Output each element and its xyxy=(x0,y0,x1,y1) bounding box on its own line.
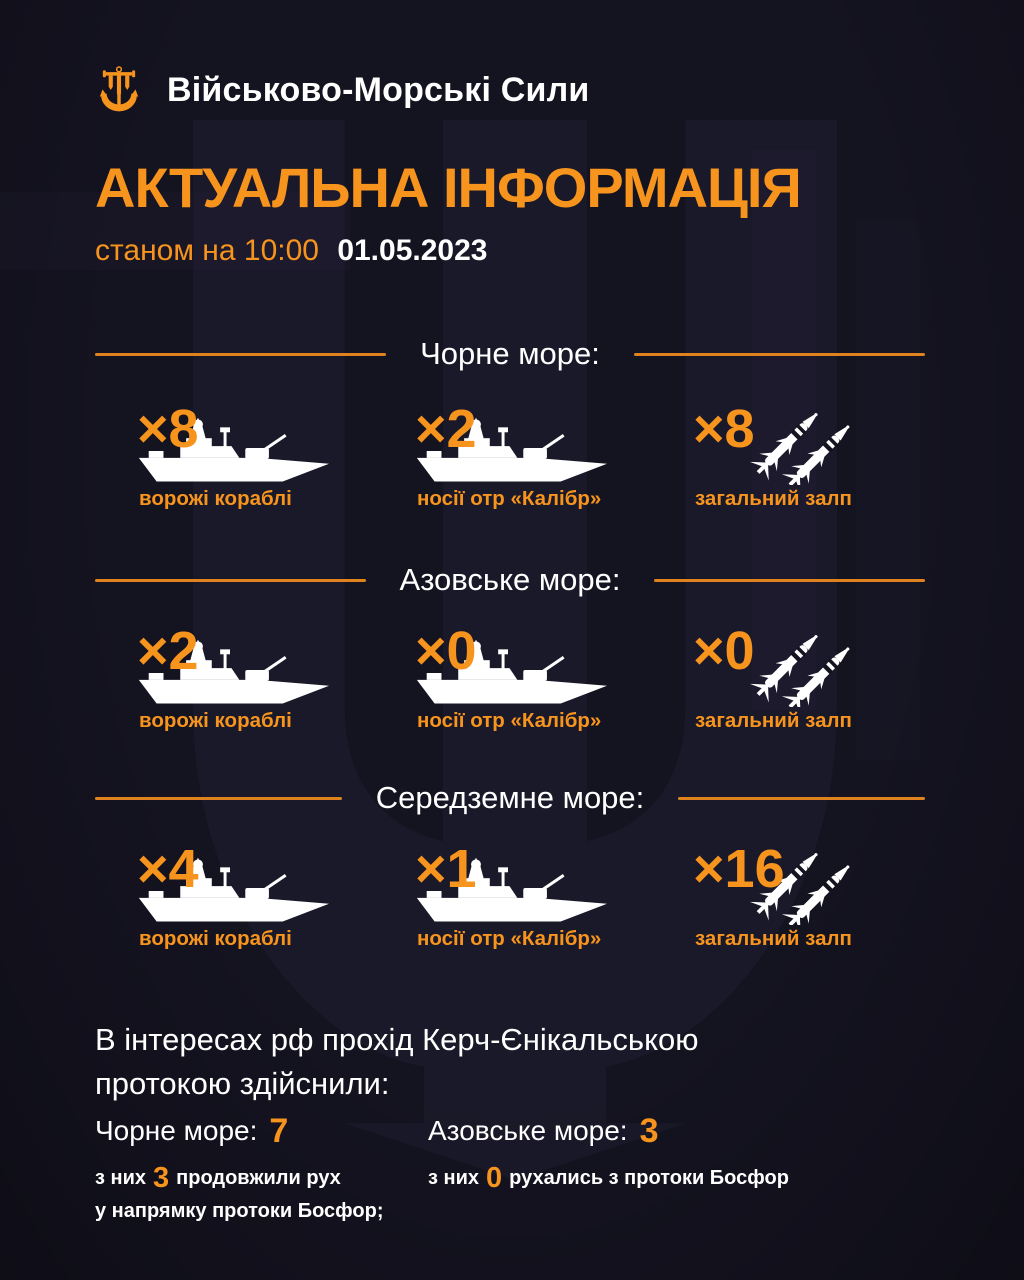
sea-count: 3 xyxy=(639,1112,659,1150)
stat-label: ворожі кораблі xyxy=(139,487,292,510)
divider-line xyxy=(95,578,366,582)
page-title: АКТУАЛЬНА ІНФОРМАЦІЯ xyxy=(95,156,802,219)
section-title: Середземне море: xyxy=(375,780,645,815)
divider-line xyxy=(95,352,387,356)
sea-count-line: Азовське море: 3 xyxy=(428,1112,789,1151)
kerch-strait-intro: В інтересах рф прохід Керч-Єнікальською … xyxy=(95,1018,699,1106)
stat-value: ×0 xyxy=(415,621,477,681)
detail-line: з них 3 продовжили рух xyxy=(95,1162,383,1195)
stat-enemy-ships: ×2 ворожі кораблі xyxy=(95,624,373,746)
cruise-missiles-icon xyxy=(741,615,867,707)
as-of-text: станом на 10:00 xyxy=(95,234,319,267)
footer-column-azov-sea: Азовське море: 3 з них 0 рухались з протоки… xyxy=(428,1112,789,1200)
stat-label: ворожі кораблі xyxy=(139,709,292,732)
detail-prefix: з них xyxy=(95,1167,146,1189)
stat-kalibr-carriers: ×0 носії отр «Калібр» xyxy=(373,624,651,746)
stat-row-black-sea: ×8 ворожі кораблі ×2 носії отр «Калібр» … xyxy=(95,402,929,524)
divider-line xyxy=(95,796,342,800)
section-title: Чорне море: xyxy=(420,336,600,371)
sea-name: Азовське море: xyxy=(428,1115,628,1146)
stat-kalibr-carriers: ×2 носії отр «Калібр» xyxy=(373,402,651,524)
detail-prefix: з них xyxy=(428,1167,479,1189)
stat-label: ворожі кораблі xyxy=(139,927,292,950)
header: Військово-Морські Сили xyxy=(97,64,590,116)
stat-label: носії отр «Калібр» xyxy=(417,709,602,732)
stat-kalibr-carriers: ×1 носії отр «Калібр» xyxy=(373,842,651,964)
detail-value: 3 xyxy=(153,1162,170,1194)
stat-value: ×0 xyxy=(693,621,755,681)
sea-count: 7 xyxy=(269,1112,289,1150)
date-text: 01.05.2023 xyxy=(337,234,488,267)
stat-row-mediterranean-sea: ×4 ворожі кораблі ×1 носії отр «Калібр» … xyxy=(95,842,929,964)
section-header-mediterranean-sea: Середземне море: xyxy=(95,780,925,816)
section-title: Азовське море: xyxy=(399,562,621,597)
section-header-azov-sea: Азовське море: xyxy=(95,562,925,598)
cruise-missiles-icon xyxy=(741,393,867,485)
intro-line-1: В інтересах рф прохід Керч-Єнікальською xyxy=(95,1022,699,1057)
divider-line xyxy=(678,796,925,800)
stat-value: ×2 xyxy=(137,621,199,681)
stat-label: загальний залп xyxy=(695,487,852,510)
stat-value: ×8 xyxy=(137,399,199,459)
stat-label: носії отр «Калібр» xyxy=(417,927,602,950)
stat-row-azov-sea: ×2 ворожі кораблі ×0 носії отр «Калібр» … xyxy=(95,624,929,746)
detail-suffix: рухались з протоки Босфор xyxy=(509,1167,789,1189)
stat-total-salvo: ×0 загальний залп xyxy=(651,624,929,746)
navy-trident-anchor-icon xyxy=(97,64,141,116)
detail-suffix: продовжили рух xyxy=(176,1167,341,1189)
stat-total-salvo: ×16 загальний залп xyxy=(651,842,929,964)
stat-label: носії отр «Калібр» xyxy=(417,487,602,510)
sea-count-line: Чорне море: 7 xyxy=(95,1112,383,1151)
sea-name: Чорне море: xyxy=(95,1115,258,1146)
stat-value: ×1 xyxy=(415,839,477,899)
stat-label: загальний залп xyxy=(695,709,852,732)
stat-enemy-ships: ×4 ворожі кораблі xyxy=(95,842,373,964)
stat-value: ×8 xyxy=(693,399,755,459)
intro-line-2: протокою здійснили: xyxy=(95,1066,390,1101)
org-name: Військово-Морські Сили xyxy=(167,70,590,109)
section-header-black-sea: Чорне море: xyxy=(95,336,926,372)
stat-value: ×2 xyxy=(415,399,477,459)
divider-line xyxy=(633,352,926,356)
stat-value: ×16 xyxy=(693,839,785,899)
stat-total-salvo: ×8 загальний залп xyxy=(651,402,929,524)
detail-line: з них 0 рухались з протоки Босфор xyxy=(428,1162,789,1195)
subtitle: станом на 10:00 01.05.2023 xyxy=(95,234,487,268)
detail-line-2: у напрямку протоки Босфор; xyxy=(95,1200,384,1222)
divider-line xyxy=(654,578,925,582)
detail-value: 0 xyxy=(486,1162,503,1194)
stat-label: загальний залп xyxy=(695,927,852,950)
stat-value: ×4 xyxy=(137,839,199,899)
footer-column-black-sea: Чорне море: 7 з них 3 продовжили рух у напр… xyxy=(95,1112,383,1223)
stat-enemy-ships: ×8 ворожі кораблі xyxy=(95,402,373,524)
